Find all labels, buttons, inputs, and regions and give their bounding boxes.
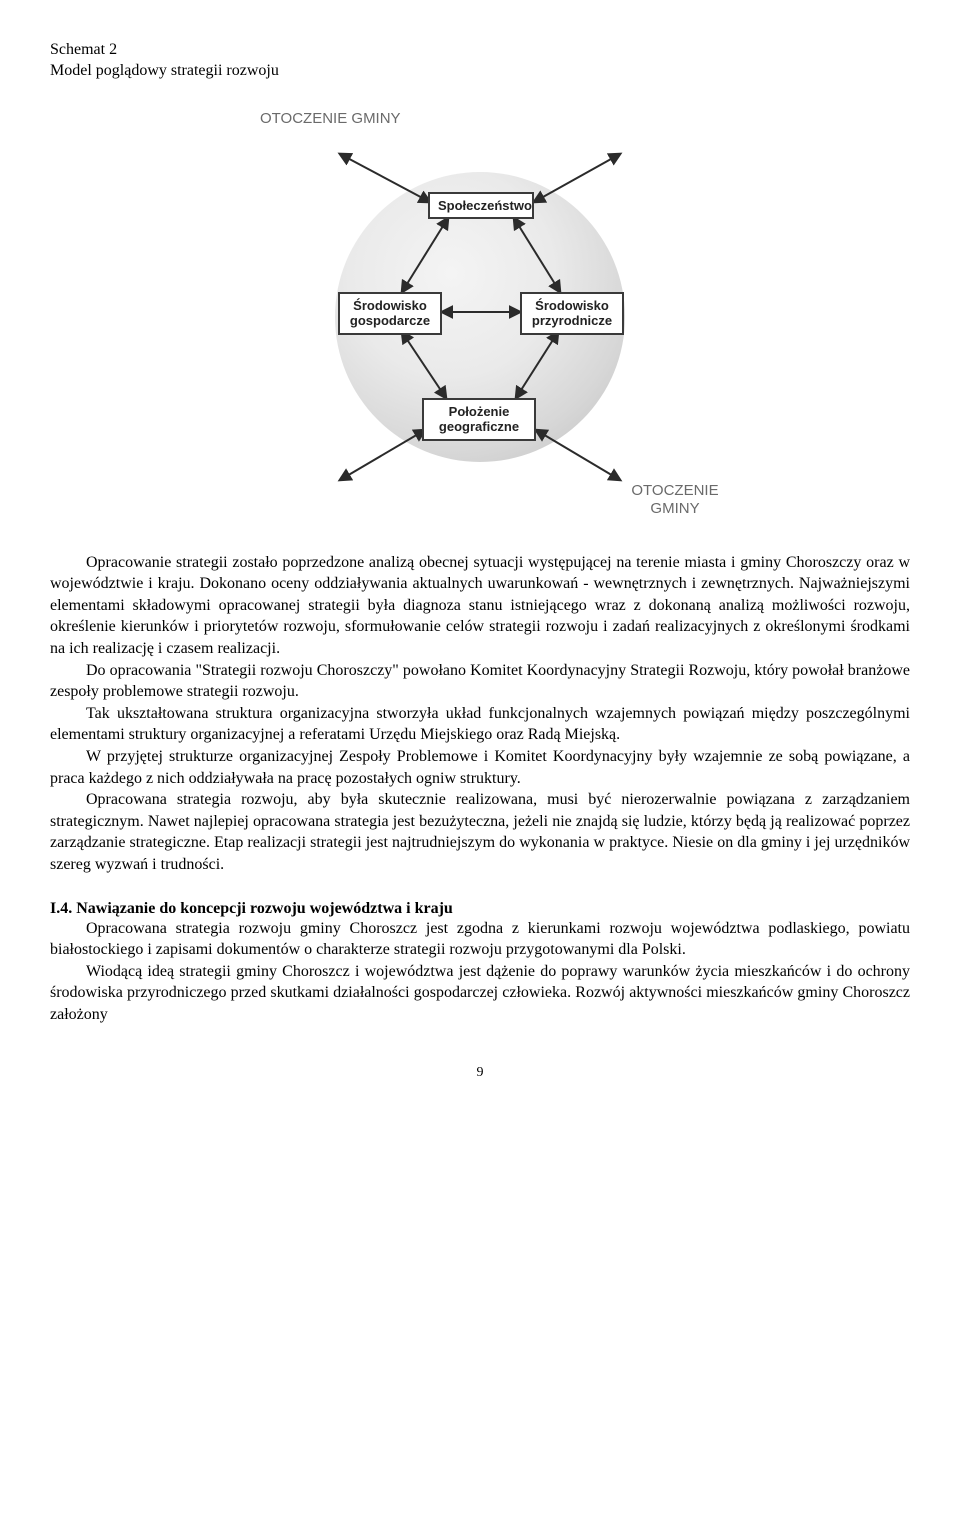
node-left: Środowisko gospodarcze: [338, 292, 442, 335]
page-number: 9: [50, 1065, 910, 1081]
paragraph-3: Tak ukształtowana struktura organizacyjn…: [50, 703, 910, 746]
section-heading: I.4. Nawiązanie do koncepcji rozwoju woj…: [50, 900, 910, 918]
node-top-label: Społeczeństwo: [438, 198, 532, 213]
outer-label-bottom: OTOCZENIE GMINY: [610, 482, 740, 518]
node-top: Społeczeństwo: [428, 192, 534, 220]
schema-label: Schemat 2: [50, 40, 910, 61]
outer-label-top: OTOCZENIE GMINY: [260, 110, 401, 128]
paragraph-1: Opracowanie strategii zostało poprzedzon…: [50, 552, 910, 660]
outer-label-top-text: OTOCZENIE GMINY: [260, 110, 401, 127]
node-right-label: Środowisko przyrodnicze: [532, 298, 612, 329]
node-right: Środowisko przyrodnicze: [520, 292, 624, 335]
paragraph-4: W przyjętej strukturze organizacyjnej Ze…: [50, 746, 910, 789]
outer-label-bottom-text: OTOCZENIE GMINY: [631, 482, 718, 517]
section4-p1: Opracowana strategia rozwoju gminy Choro…: [50, 918, 910, 961]
diagram-container: OTOCZENIE GMINY OTOCZENIE GMINY Społecze…: [220, 102, 740, 522]
paragraph-2: Do opracowania "Strategii rozwoju Choros…: [50, 660, 910, 703]
node-bottom: Położenie geograficzne: [422, 398, 536, 441]
node-left-label: Środowisko gospodarcze: [350, 298, 430, 329]
section4-p2: Wiodącą ideą strategii gminy Choroszcz i…: [50, 961, 910, 1026]
schema-subtitle: Model poglądowy strategii rozwoju: [50, 61, 910, 82]
node-bottom-label: Położenie geograficzne: [439, 404, 519, 435]
paragraph-5: Opracowana strategia rozwoju, aby była s…: [50, 789, 910, 875]
